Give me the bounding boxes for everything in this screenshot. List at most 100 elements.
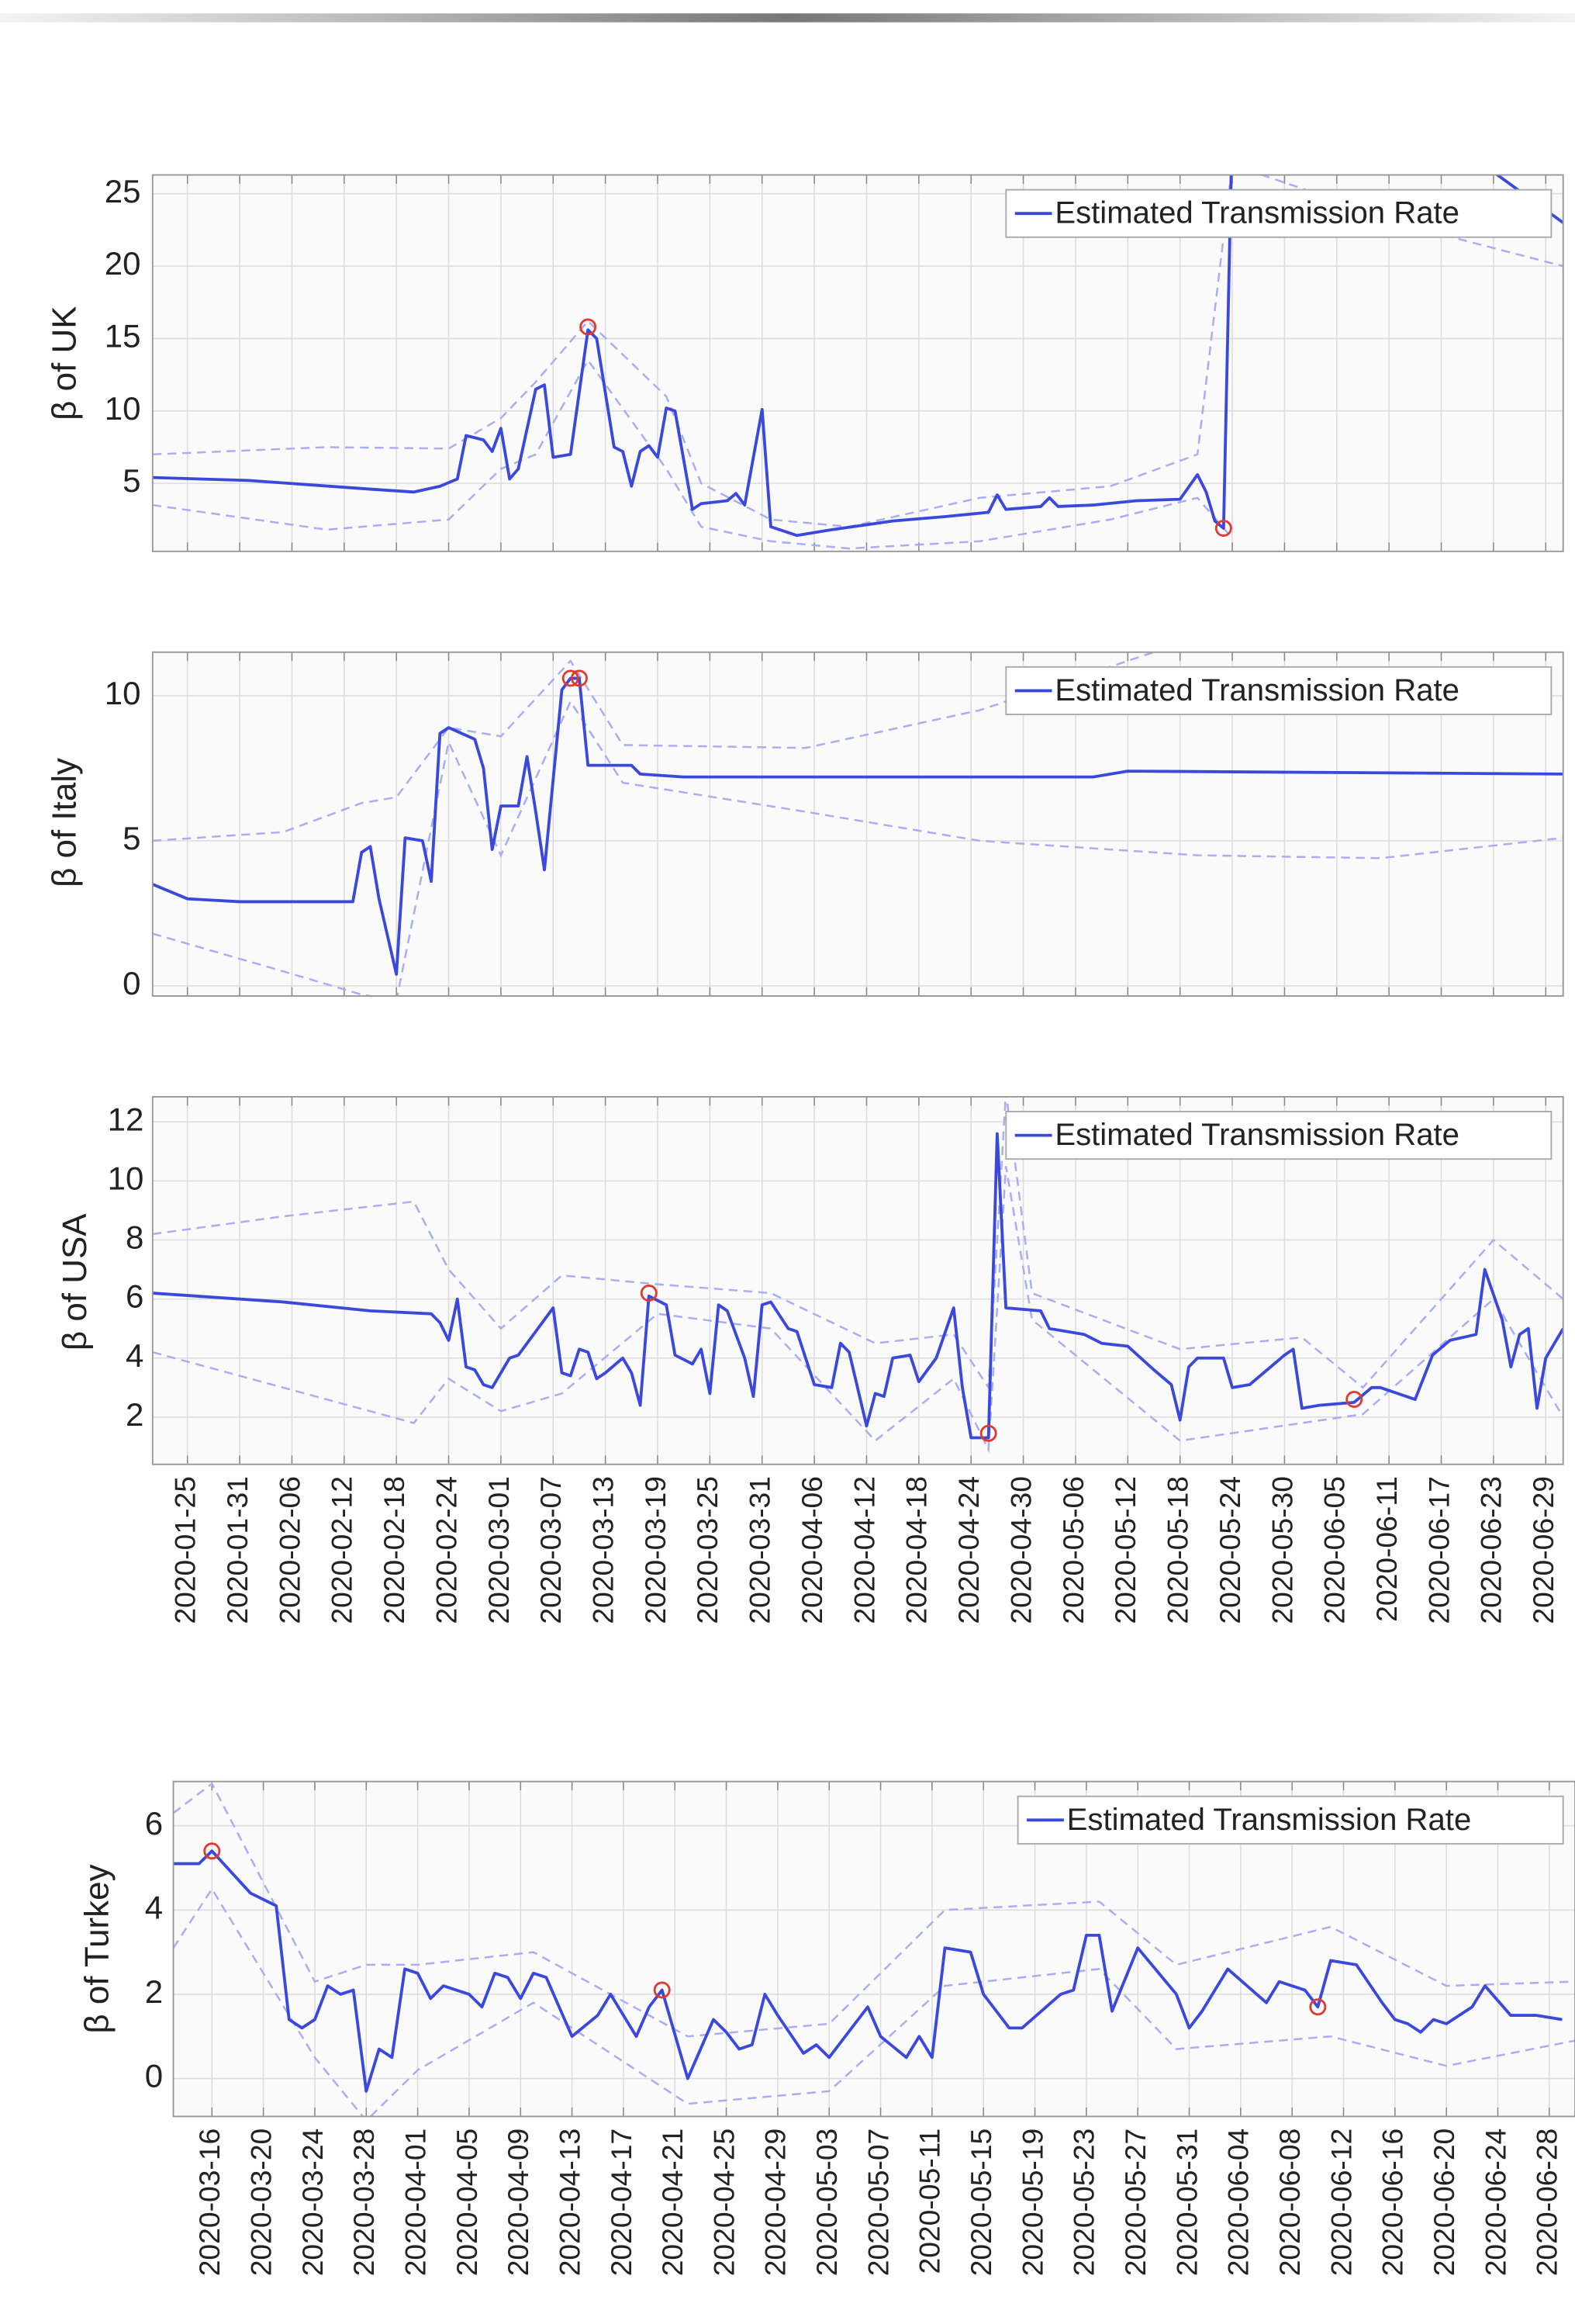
legend-label: Estimated Transmission Rate — [1067, 1802, 1472, 1837]
y-tick-label: 2 — [145, 1973, 163, 2010]
x-tick-label: 2020-05-03 — [810, 2129, 843, 2277]
y-axis-label: β of UK — [46, 306, 84, 420]
bound-line — [152, 175, 1563, 528]
legend-label: Estimated Transmission Rate — [1055, 1117, 1459, 1152]
plot-clip — [152, 652, 1563, 997]
bound-line — [152, 699, 1563, 997]
y-axis-label: β of USA — [56, 1213, 94, 1350]
y-tick-label: 6 — [126, 1278, 143, 1315]
x-tick-label: 2020-04-13 — [553, 2129, 585, 2277]
legend-box — [1017, 1795, 1564, 1845]
y-tick-label: 8 — [126, 1219, 143, 1256]
axes-frame — [151, 1095, 1564, 1465]
x-tick-label: 2020-05-19 — [1016, 2129, 1048, 2277]
marker — [1309, 1998, 1327, 2016]
x-tick-label: 2020-06-20 — [1428, 2129, 1460, 2277]
y-tick-label: 2 — [126, 1396, 143, 1433]
x-tick-label: 2020-03-01 — [482, 1476, 515, 1624]
panel: 2020-01-25 2020-01-31 2020-02-06 2020-02-12… — [56, 1095, 1564, 1624]
marker — [653, 1981, 671, 1999]
x-tick-label: 2020-05-12 — [1109, 1476, 1142, 1624]
x-tick-label: 2020-04-06 — [796, 1476, 828, 1624]
x-tick-label: 2020-01-25 — [169, 1476, 202, 1624]
x-tick-label: 2020-06-11 — [1370, 1476, 1403, 1622]
y-tick-label: 0 — [123, 965, 140, 1001]
y-tick-label: 4 — [145, 1889, 163, 1925]
y-tick-label: 0 — [145, 2058, 163, 2094]
axes-frame — [151, 651, 1564, 997]
x-tick-label: 2020-06-29 — [1527, 1476, 1559, 1624]
bound-line — [152, 358, 1233, 550]
bound-line — [152, 1096, 1563, 1391]
y-tick-label: 10 — [108, 1160, 144, 1197]
y-tick-label: 10 — [105, 390, 141, 427]
x-tick-label: 2020-04-18 — [900, 1476, 933, 1624]
x-tick-label: 2020-05-07 — [862, 2129, 894, 2277]
x-tick-label: 2020-04-30 — [1004, 1476, 1037, 1624]
x-tick-label: 2020-04-09 — [502, 2129, 534, 2277]
axes-frame — [172, 1780, 1575, 2118]
y-tick-label: 25 — [105, 173, 141, 209]
series-line — [152, 175, 1563, 538]
plot-clip — [152, 175, 1563, 550]
x-tick-label: 2020-06-17 — [1422, 1476, 1455, 1624]
marker — [203, 1842, 221, 1860]
panel: 0 5 10 Estimated Transmission Rate β of Ital… — [46, 651, 1564, 1001]
x-tick-label: 2020-03-28 — [347, 2129, 380, 2277]
x-tick-label: 2020-01-31 — [221, 1476, 254, 1624]
y-tick-label: 15 — [105, 318, 141, 354]
x-tick-label: 2020-05-15 — [965, 2129, 997, 2277]
x-tick-label: 2020-06-24 — [1479, 2129, 1511, 2277]
x-tick-label: 2020-03-07 — [534, 1476, 567, 1624]
x-tick-label: 2020-06-05 — [1318, 1476, 1351, 1624]
x-tick-label: 2020-04-05 — [451, 2129, 483, 2277]
legend-label: Estimated Transmission Rate — [1055, 195, 1459, 230]
x-tick-label: 2020-05-23 — [1068, 2129, 1100, 2277]
y-axis-label: β of Italy — [46, 758, 84, 887]
legend-box — [1005, 1111, 1553, 1160]
x-tick-label: 2020-03-20 — [244, 2129, 277, 2277]
y-tick-label: 5 — [123, 820, 140, 856]
x-tick-label: 2020-05-31 — [1170, 2129, 1203, 2277]
x-tick-label: 2020-04-24 — [952, 1476, 985, 1624]
x-tick-label: 2020-03-19 — [639, 1476, 672, 1624]
legend-label: Estimated Transmission Rate — [1055, 673, 1459, 707]
marker — [640, 1285, 658, 1302]
marker — [1214, 519, 1232, 537]
x-tick-label: 2020-05-27 — [1119, 2129, 1152, 2277]
x-tick-label: 2020-03-13 — [586, 1476, 619, 1624]
x-tick-label: 2020-04-25 — [707, 2129, 740, 2277]
axes-frame — [151, 174, 1564, 552]
marker — [979, 1424, 997, 1442]
y-tick-label: 5 — [123, 462, 140, 499]
x-tick-label: 2020-06-12 — [1325, 2129, 1357, 2277]
x-tick-label: 2020-02-06 — [273, 1476, 306, 1624]
x-tick-label: 2020-06-04 — [1222, 2129, 1255, 2277]
panel: 2020-03-16 2020-03-20 2020-03-24 2020-03-28… — [78, 1780, 1575, 2277]
x-tick-label: 2020-06-28 — [1531, 2129, 1563, 2277]
x-tick-label: 2020-05-11 — [914, 2129, 946, 2274]
marker — [579, 318, 597, 336]
x-tick-label: 2020-06-08 — [1273, 2129, 1306, 2277]
x-tick-label: 2020-05-30 — [1266, 1476, 1298, 1624]
x-tick-label: 2020-03-16 — [193, 2129, 226, 2277]
legend-box — [1005, 188, 1553, 238]
x-tick-label: 2020-04-21 — [656, 2129, 689, 2277]
x-tick-label: 2020-04-12 — [848, 1476, 880, 1624]
marker — [1345, 1391, 1363, 1409]
top-bar — [0, 13, 1575, 22]
y-tick-label: 6 — [145, 1805, 163, 1842]
bound-line — [152, 652, 1157, 842]
series-line — [152, 676, 1563, 976]
marker — [570, 669, 588, 687]
x-tick-label: 2020-03-25 — [691, 1476, 724, 1624]
x-tick-label: 2020-05-06 — [1057, 1476, 1090, 1624]
x-tick-label: 2020-04-17 — [605, 2129, 637, 2277]
panel: 5 10 15 20 25 Estimated Transmission Rate β of… — [46, 173, 1564, 552]
plot-clip — [173, 1782, 1575, 2117]
bound-line — [152, 1166, 1563, 1454]
y-tick-label: 12 — [108, 1101, 144, 1137]
x-tick-label: 2020-04-01 — [399, 2129, 431, 2277]
